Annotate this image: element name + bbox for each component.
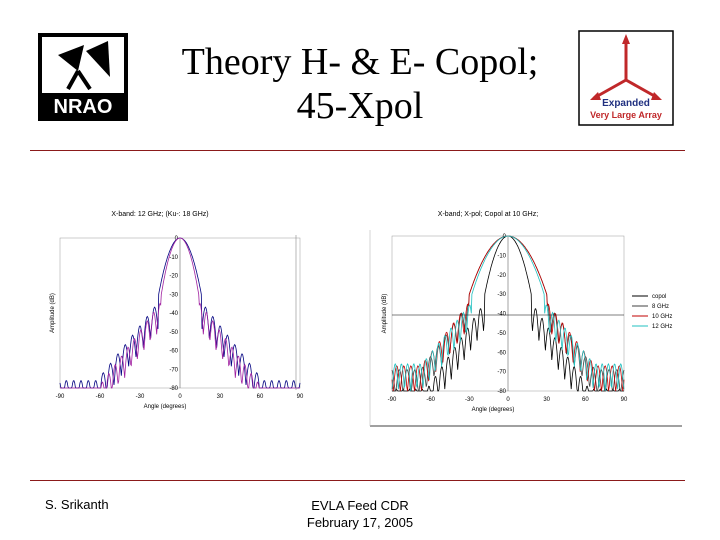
footer-date: February 17, 2005 bbox=[306, 515, 414, 530]
x-tick-label: -60 bbox=[426, 397, 435, 403]
y-tick-label: -70 bbox=[497, 370, 506, 376]
x-tick-label: 0 bbox=[506, 397, 510, 403]
legend-entry: copol bbox=[652, 294, 666, 300]
y-tick-label: -60 bbox=[497, 350, 506, 356]
x-tick-label: -60 bbox=[96, 394, 105, 400]
x-tick-label: 90 bbox=[621, 397, 628, 403]
chart-title: X-band: 12 GHz; (Ku-: 18 GHz) bbox=[111, 211, 208, 218]
y-tick-label: -80 bbox=[497, 389, 506, 395]
y-tick-label: -80 bbox=[169, 386, 178, 392]
chart-xpol: X-band; X-pol; Copol at 10 GHz; 0 -10 -20 -3… bbox=[369, 211, 682, 427]
x-tick-label: -90 bbox=[56, 394, 65, 400]
x-tick-label: 30 bbox=[543, 397, 550, 403]
legend-entry: 8 GHz bbox=[652, 304, 669, 310]
footer-event: EVLA Feed CDR February 17, 2005 bbox=[290, 497, 430, 531]
x-axis-label: Angle (degrees) bbox=[144, 404, 187, 410]
x-tick-label: -30 bbox=[465, 397, 474, 403]
nrao-logo-text: NRAO bbox=[54, 96, 113, 118]
legend-entry: 10 GHz bbox=[652, 314, 672, 320]
y-tick-label: -30 bbox=[169, 292, 178, 298]
x-tick-label: 90 bbox=[297, 394, 304, 400]
x-tick-label: 60 bbox=[257, 394, 264, 400]
series-line-12-ghz bbox=[391, 235, 625, 392]
x-tick-label: -30 bbox=[136, 394, 145, 400]
y-tick-label: -70 bbox=[169, 367, 178, 373]
x-tick-label: -90 bbox=[388, 397, 397, 403]
footer-rule bbox=[30, 480, 685, 481]
x-tick-label: 30 bbox=[217, 394, 224, 400]
y-axis-label: Amplitude (dB) bbox=[382, 294, 388, 334]
title-line-1: Theory H- & E- Copol; bbox=[181, 41, 539, 83]
y-tick-label: -40 bbox=[497, 312, 506, 318]
x-axis-label: Angle (degrees) bbox=[472, 407, 515, 413]
y-tick-label: -10 bbox=[169, 255, 178, 261]
footer-author: S. Srikanth bbox=[45, 497, 109, 512]
slide-title: Theory H- & E- Copol; 45-Xpol bbox=[150, 40, 570, 128]
evla-logo-line2: Very Large Array bbox=[590, 110, 662, 120]
y-tick-label: -60 bbox=[169, 349, 178, 355]
title-line-2: 45-Xpol bbox=[296, 85, 424, 127]
y-tick-label: -20 bbox=[497, 273, 506, 279]
y-tick-label: -50 bbox=[497, 331, 506, 337]
y-tick-label: -30 bbox=[497, 292, 506, 298]
x-tick-label: 0 bbox=[178, 394, 182, 400]
footer-event-name: EVLA Feed CDR bbox=[311, 498, 409, 513]
y-axis-label: Amplitude (dB) bbox=[50, 293, 56, 333]
chart-title: X-band; X-pol; Copol at 10 GHz; bbox=[438, 211, 538, 218]
y-tick-label: -10 bbox=[497, 253, 506, 259]
y-tick-label: -40 bbox=[169, 311, 178, 317]
x-tick-label: 60 bbox=[582, 397, 589, 403]
header-rule bbox=[30, 150, 685, 151]
chart-copol-planes: X-band: 12 GHz; (Ku-: 18 GHz) 0 -10 -20 -30 -… bbox=[50, 211, 304, 410]
evla-logo-line1: Expanded bbox=[602, 98, 650, 109]
legend-entry: 12 GHz bbox=[652, 324, 672, 330]
y-tick-label: -20 bbox=[169, 274, 178, 280]
y-tick-label: -50 bbox=[169, 330, 178, 336]
evla-logo: Expanded Very Large Array bbox=[578, 30, 674, 126]
nrao-logo: NRAO bbox=[38, 33, 128, 121]
series-line-e-plane bbox=[60, 237, 300, 389]
